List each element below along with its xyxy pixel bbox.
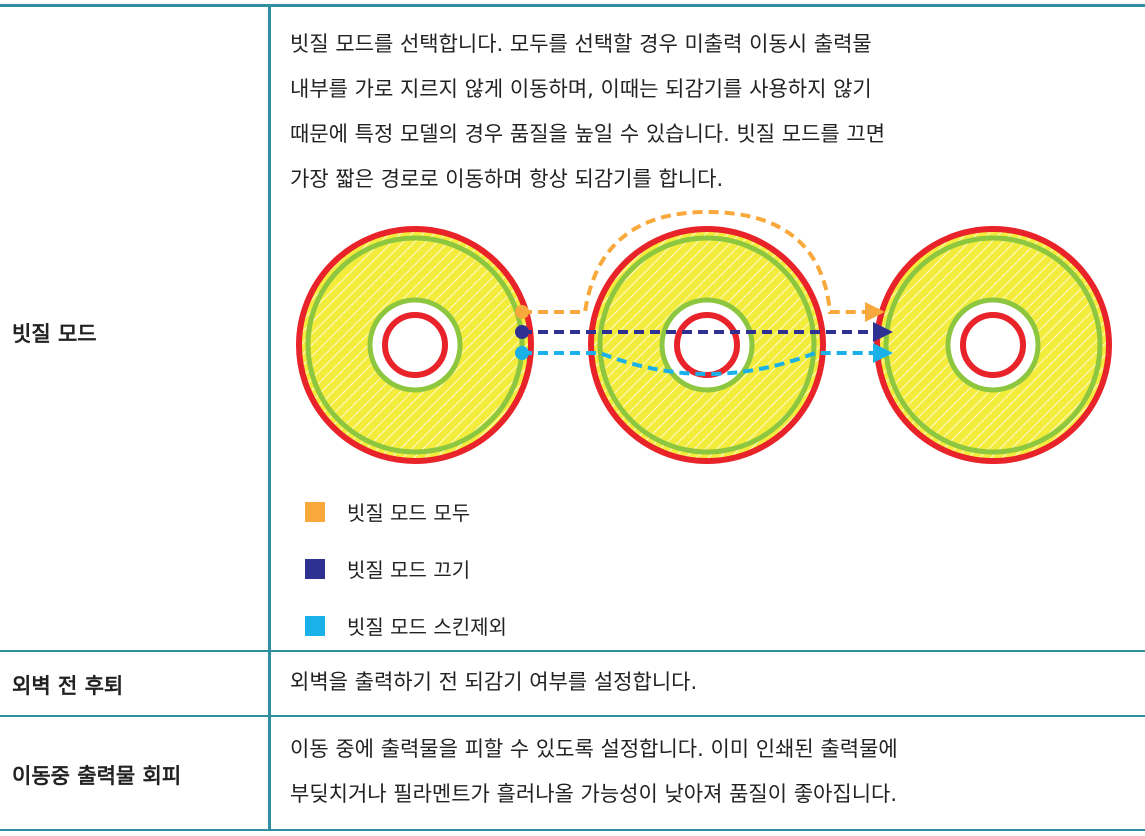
row-label: 외벽 전 후퇴: [12, 674, 124, 698]
text-line: 이동 중에 출력물을 피할 수 있도록 설정합니다. 이미 인쇄된 출력물에: [290, 737, 898, 761]
text-line: 부딪치거나 필라멘트가 흘러나올 가능성이 낮아져 품질이 좋아집니다.: [290, 782, 898, 806]
text-line: 빗질 모드를 선택합니다. 모두를 선택할 경우 미출력 이동시 출력물: [290, 32, 872, 56]
rule: [0, 829, 1145, 831]
legend-item: 빗질 모드 끄기: [305, 554, 470, 583]
legend-label: 빗질 모드 끄기: [347, 558, 471, 582]
rule: [0, 715, 1145, 717]
legend-swatch: [305, 501, 325, 522]
combing-diagram: [296, 209, 1112, 464]
text-line: 가장 짧은 경로로 이동하며 항상 되감기를 합니다.: [290, 167, 724, 191]
column-divider: [268, 4, 271, 831]
rule: [0, 650, 1145, 652]
row-description: 외벽을 출력하기 전 되감기 여부를 설정합니다.: [290, 660, 697, 705]
text-line: 때문에 특정 모델의 경우 품질을 높일 수 있습니다. 빗질 모드를 끄면: [290, 122, 886, 146]
legend-swatch: [305, 558, 325, 579]
legend-item: 빗질 모드 스킨제외: [305, 611, 507, 640]
legend-label: 빗질 모드 스킨제외: [347, 615, 507, 639]
text-line: 내부를 가로 지르지 않게 이동하며, 이때는 되감기를 사용하지 않기: [290, 77, 872, 101]
legend-label: 빗질 모드 모두: [347, 501, 471, 525]
rule: [0, 4, 1145, 7]
legend-item: 빗질 모드 모두: [305, 497, 470, 526]
row-label: 이동중 출력물 회피: [12, 764, 182, 788]
row-label: 빗질 모드: [12, 322, 97, 346]
legend-swatch: [305, 615, 325, 636]
text-line: 외벽을 출력하기 전 되감기 여부를 설정합니다.: [290, 670, 698, 694]
